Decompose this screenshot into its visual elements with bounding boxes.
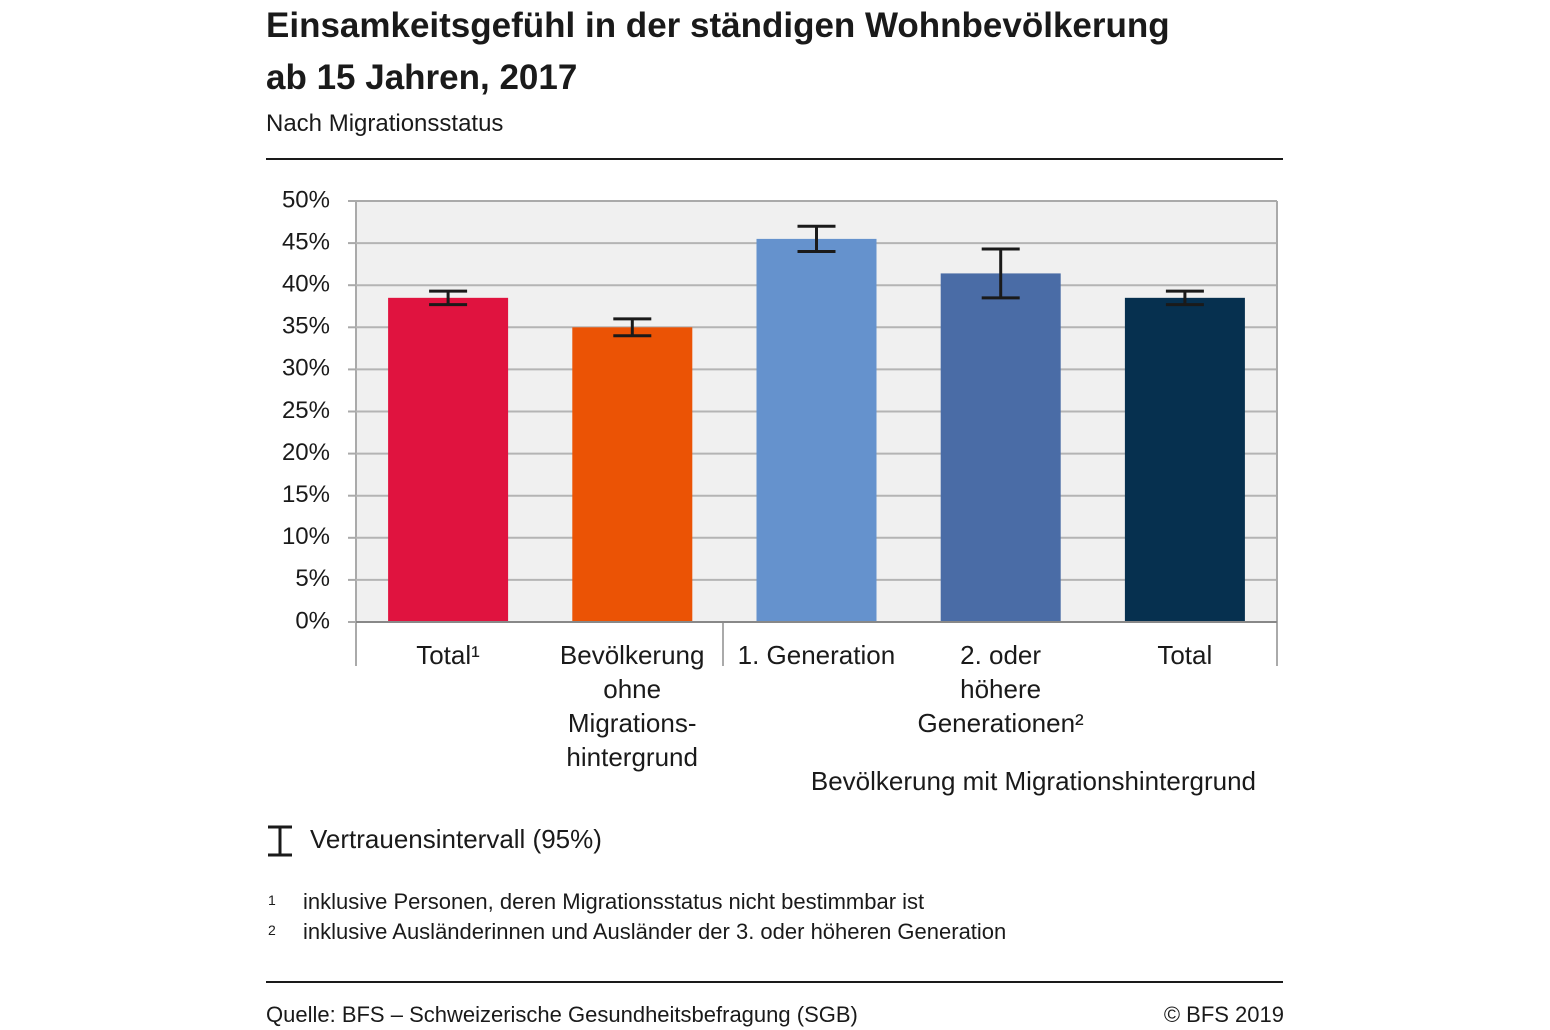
bar xyxy=(1124,297,1245,622)
copyright: © BFS 2019 xyxy=(1163,1002,1284,1027)
y-tick-label: 15% xyxy=(282,481,330,508)
y-tick-label: 30% xyxy=(282,355,330,382)
y-tick-label: 40% xyxy=(282,271,330,298)
error-bar xyxy=(429,289,468,307)
legend-icon xyxy=(268,825,292,857)
y-tick-label: 0% xyxy=(295,607,330,634)
footnote: inklusive Ausländerinnen und Ausländer d… xyxy=(303,919,1007,944)
bar xyxy=(388,297,509,622)
footnote: inklusive Personen, deren Migrationsstat… xyxy=(303,889,925,914)
y-tick-label: 5% xyxy=(295,565,330,592)
x-tick-label: 2. oder höhere Generationen² xyxy=(917,640,1084,738)
chart-title: Einsamkeitsgefühl in der ständigen Wohnb… xyxy=(266,6,1170,97)
y-tick-label: 50% xyxy=(282,186,330,213)
error-bar xyxy=(797,224,836,254)
chart-subtitle: Nach Migrationsstatus xyxy=(266,110,504,137)
error-bar xyxy=(1165,289,1204,307)
bar xyxy=(756,238,877,622)
x-tick-label: Bevölkerung ohne Migrations- hintergrund xyxy=(559,640,705,772)
source: Quelle: BFS – Schweizerische Gesundheits… xyxy=(266,1002,858,1027)
legend-label: Vertrauensintervall (95%) xyxy=(310,824,602,854)
y-tick-label: 20% xyxy=(282,439,330,466)
x-tick-label: Total xyxy=(1157,640,1213,670)
bar xyxy=(940,273,1061,622)
error-bar xyxy=(613,317,652,338)
y-tick-label: 10% xyxy=(282,523,330,550)
x-tick-label: 1. Generation xyxy=(737,640,896,670)
bar xyxy=(572,327,693,622)
y-tick-label: 25% xyxy=(282,397,330,424)
footnote-marker: 2 xyxy=(268,922,276,938)
y-tick-label: 45% xyxy=(282,228,330,255)
error-bar xyxy=(981,247,1020,300)
y-tick-label: 35% xyxy=(282,313,330,340)
footnote-marker: 1 xyxy=(268,892,276,908)
x-tick-label: Total¹ xyxy=(416,640,480,670)
group-label: Bevölkerung mit Migrationshintergrund xyxy=(810,766,1256,796)
